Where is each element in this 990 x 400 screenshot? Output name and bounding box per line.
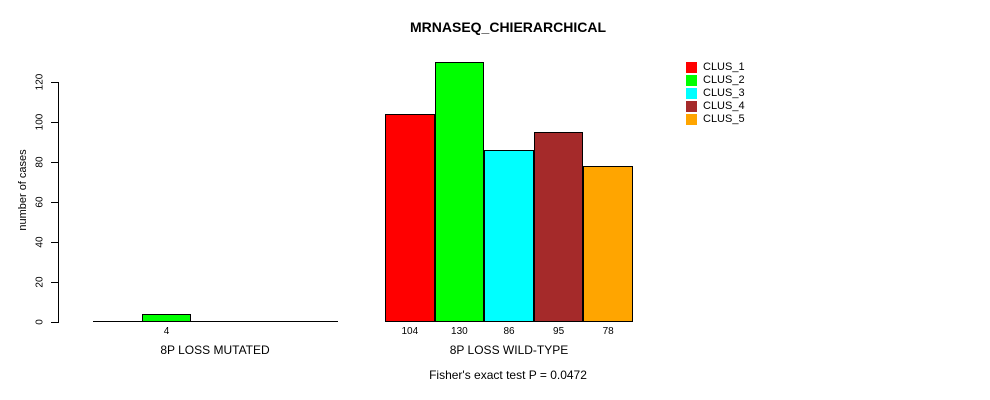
bar-clus_2 [434,62,485,322]
legend-label: CLUS_4 [703,100,745,112]
bar-value-label: 86 [503,326,515,337]
legend-item-clus_5: CLUS_5 [686,113,745,126]
legend-swatch-icon [686,62,697,73]
x-axis-baseline [93,321,338,322]
y-tick-mark [51,82,58,83]
legend-label: CLUS_5 [703,113,745,125]
legend-swatch-icon [686,75,697,86]
bar-clus_3 [484,150,534,322]
y-tick-mark [51,282,58,283]
bar-clus_2 [142,314,191,322]
bar-clus_1 [385,114,435,322]
bar-value-label: 104 [401,326,419,337]
legend-swatch-icon [686,88,697,99]
legend-swatch-icon [686,101,697,112]
legend-item-clus_3: CLUS_3 [686,87,745,100]
y-axis-label: number of cases [17,149,29,231]
y-tick-label: 120 [34,73,46,91]
bar-clus_5 [583,166,633,322]
chart-title: MRNASEQ_CHIERARCHICAL [409,19,607,35]
legend-item-clus_4: CLUS_4 [686,100,745,113]
y-tick-label: 80 [34,156,46,168]
y-tick-label: 100 [34,113,46,131]
y-tick-label: 40 [34,236,46,248]
bar-clus_4 [533,132,584,322]
y-tick-mark [51,122,58,123]
bar-value-label: 130 [451,326,468,337]
y-tick-mark [51,202,58,203]
bar-value-label: 95 [553,326,565,337]
bar-value-label: 78 [602,326,614,337]
legend-label: CLUS_1 [703,61,745,73]
legend-item-clus_1: CLUS_1 [686,61,745,74]
y-tick-label: 20 [34,276,46,288]
legend-label: CLUS_3 [703,87,745,99]
bar-value-label: 4 [163,326,170,337]
x-axis-group-label-mutated: 8P LOSS MUTATED [160,343,270,357]
y-tick-label: 0 [34,319,46,325]
y-tick-mark [51,162,58,163]
legend-label: CLUS_2 [703,74,745,86]
y-tick-label: 60 [34,196,46,208]
legend-item-clus_2: CLUS_2 [686,74,745,87]
y-tick-mark [51,322,58,323]
legend: CLUS_1 CLUS_2 CLUS_3 CLUS_4 CLUS_5 [686,61,745,126]
legend-swatch-icon [686,114,697,125]
y-axis-line [58,82,59,323]
x-axis-group-label-wildtype: 8P LOSS WILD-TYPE [449,343,569,357]
y-tick-mark [51,242,58,243]
fisher-test-annotation: Fisher's exact test P = 0.0472 [429,368,587,382]
